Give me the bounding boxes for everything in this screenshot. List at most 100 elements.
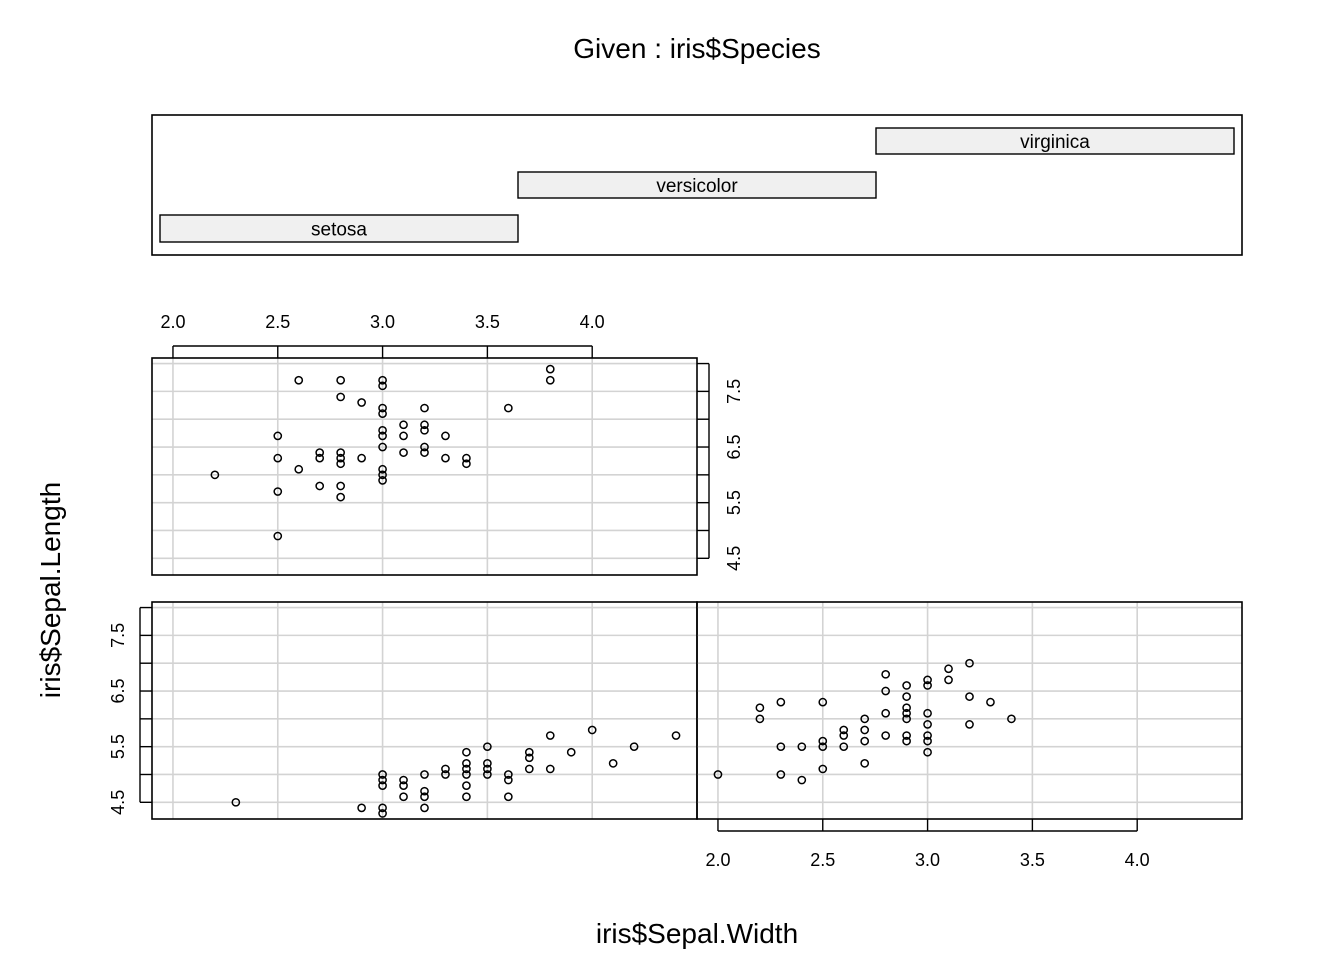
data-point bbox=[378, 375, 387, 385]
data-point bbox=[902, 731, 911, 740]
data-point bbox=[671, 731, 681, 740]
panel-frame bbox=[151, 357, 698, 576]
data-point bbox=[399, 781, 408, 790]
data-point bbox=[357, 803, 366, 813]
y-tick-label: 4.5 bbox=[724, 546, 744, 571]
panel-versicolor: 2.0 2.5 3.0 3.5 4.0 bbox=[696, 601, 1243, 870]
data-point bbox=[923, 720, 932, 729]
given-bar-label-setosa: setosa bbox=[311, 220, 367, 241]
x-tick-label: 4.0 bbox=[580, 312, 605, 332]
given-panel-frame bbox=[151, 114, 1243, 256]
y-tick-label: 6.5 bbox=[724, 435, 744, 460]
data-point bbox=[503, 403, 513, 413]
data-point bbox=[629, 742, 639, 752]
data-point bbox=[797, 775, 807, 785]
data-point bbox=[923, 736, 932, 746]
y-tick-label: 7.5 bbox=[724, 379, 744, 404]
data-point bbox=[902, 681, 911, 690]
data-point bbox=[420, 786, 429, 796]
data-point bbox=[357, 398, 366, 407]
data-point bbox=[902, 714, 911, 724]
x-axis-label: iris$Sepal.Width bbox=[596, 918, 798, 949]
x-tick-label: 2.5 bbox=[810, 850, 835, 870]
data-point bbox=[210, 470, 220, 480]
data-point bbox=[378, 431, 387, 441]
data-point bbox=[315, 481, 325, 491]
given-bar-versicolor bbox=[517, 171, 877, 199]
data-point bbox=[860, 725, 870, 735]
chart-title: Given : iris$Species bbox=[573, 33, 820, 64]
data-point bbox=[441, 770, 450, 779]
data-point bbox=[944, 664, 953, 674]
data-point bbox=[357, 453, 366, 463]
data-point bbox=[860, 736, 870, 746]
data-point bbox=[399, 448, 408, 457]
data-point bbox=[776, 742, 786, 752]
data-point bbox=[378, 464, 387, 474]
data-point bbox=[378, 781, 387, 790]
data-point bbox=[818, 697, 828, 707]
data-point bbox=[923, 675, 932, 685]
data-point bbox=[336, 392, 346, 402]
data-point bbox=[273, 531, 283, 541]
data-point bbox=[545, 375, 555, 385]
data-point bbox=[462, 759, 471, 768]
data-point bbox=[231, 797, 241, 807]
data-point bbox=[420, 420, 429, 430]
data-point bbox=[566, 747, 576, 757]
data-point bbox=[902, 703, 911, 713]
data-point bbox=[818, 742, 828, 752]
data-point bbox=[294, 375, 304, 385]
data-point bbox=[462, 770, 471, 779]
data-point bbox=[399, 420, 408, 430]
panel-setosa: 4.5 5.5 6.5 7.5 bbox=[108, 601, 698, 820]
data-point bbox=[441, 764, 450, 774]
x-tick-label: 3.5 bbox=[1020, 850, 1045, 870]
y-tick-label: 5.5 bbox=[724, 490, 744, 515]
y-tick-label: 5.5 bbox=[108, 734, 128, 759]
data-point bbox=[420, 403, 429, 413]
data-point bbox=[378, 381, 387, 391]
data-point bbox=[755, 703, 765, 713]
data-point bbox=[524, 747, 534, 757]
data-point bbox=[503, 792, 513, 802]
data-point bbox=[818, 736, 828, 746]
data-point bbox=[839, 742, 849, 752]
x-tick-label: 4.0 bbox=[1125, 850, 1150, 870]
data-point bbox=[587, 725, 597, 735]
data-point bbox=[336, 459, 346, 469]
data-point bbox=[776, 697, 786, 707]
panel-frame bbox=[151, 601, 698, 820]
data-point bbox=[378, 476, 387, 485]
data-point bbox=[881, 669, 891, 679]
data-point bbox=[839, 725, 849, 735]
data-point bbox=[378, 403, 387, 413]
x-tick-label: 2.5 bbox=[265, 312, 290, 332]
data-point bbox=[462, 792, 471, 802]
data-point bbox=[399, 431, 408, 441]
data-point bbox=[797, 742, 807, 752]
data-point bbox=[336, 481, 346, 491]
given-bar-setosa bbox=[159, 214, 519, 243]
data-point bbox=[378, 470, 387, 480]
data-point bbox=[378, 775, 387, 785]
data-point bbox=[420, 448, 429, 457]
data-point bbox=[545, 731, 555, 740]
data-point bbox=[881, 731, 891, 740]
data-point bbox=[524, 764, 534, 774]
given-bar-virginica bbox=[875, 127, 1235, 155]
y-tick-label: 6.5 bbox=[108, 679, 128, 704]
panel-virginica: 2.0 2.5 3.0 3.5 4.0 4.5 5.5 6.5 7.5 bbox=[151, 312, 744, 576]
y-axis-label: iris$Sepal.Length bbox=[35, 482, 66, 698]
panel-frame bbox=[696, 601, 1243, 820]
data-point bbox=[923, 731, 932, 740]
data-point bbox=[336, 375, 346, 385]
data-point bbox=[818, 764, 828, 774]
data-point bbox=[503, 770, 513, 779]
scatter-panels: 4.5 5.5 6.5 7.5 2.0 2.5 3.0 3.5 4.0 2.0 2.5 3.0 3.5 4… bbox=[108, 312, 1243, 870]
data-point bbox=[420, 425, 429, 435]
data-point bbox=[545, 364, 555, 374]
data-point bbox=[524, 753, 534, 763]
data-point bbox=[273, 487, 283, 496]
